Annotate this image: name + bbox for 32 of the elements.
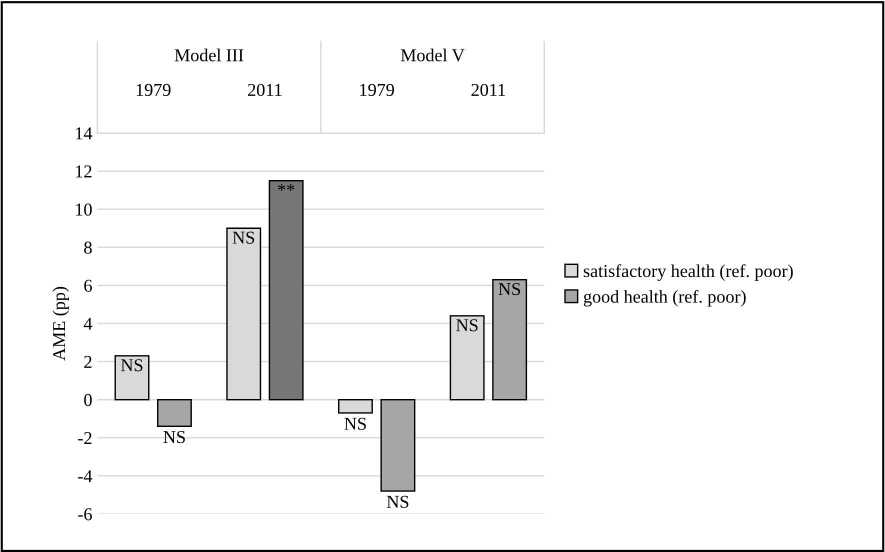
y-tick-label: -2 [78, 432, 92, 444]
bar [492, 278, 528, 400]
data-label: NS [498, 283, 520, 296]
y-tick-label: 0 [84, 394, 92, 406]
legend-label: good health (ref. poor) [584, 290, 746, 307]
text: Model V [400, 48, 465, 62]
data-label: NS [232, 232, 254, 244]
x-tick-label: 1979 [136, 84, 171, 96]
y-tick-label: 14 [76, 127, 92, 140]
bar [268, 180, 304, 400]
y-tick-label: -6 [78, 508, 92, 520]
legend-label: satisfactory health (ref. poor) [584, 264, 793, 281]
data-label: NS [386, 496, 408, 508]
y-tick-label: 6 [84, 280, 92, 292]
x-tick-label: 2011 [248, 84, 282, 96]
y-tick-label: 4 [84, 318, 92, 330]
bar [380, 398, 416, 492]
text: Model III [174, 48, 244, 62]
y-tick-label: 12 [76, 165, 92, 178]
y-tick-label: -4 [78, 470, 92, 482]
data-label: NS [344, 418, 366, 430]
data-label: ** [278, 184, 294, 191]
x-tick-label: 2011 [471, 84, 506, 96]
data-label: NS [163, 431, 185, 444]
y-tick-label: 8 [84, 242, 92, 254]
data-label: NS [120, 359, 142, 372]
bar [156, 398, 192, 428]
y-axis-title: AME (pp) [52, 286, 69, 361]
y-tick-label: 10 [76, 203, 92, 216]
data-label: NS [456, 319, 478, 332]
x-tick-label: 1979 [360, 84, 394, 96]
y-tick-label: 2 [84, 356, 92, 368]
